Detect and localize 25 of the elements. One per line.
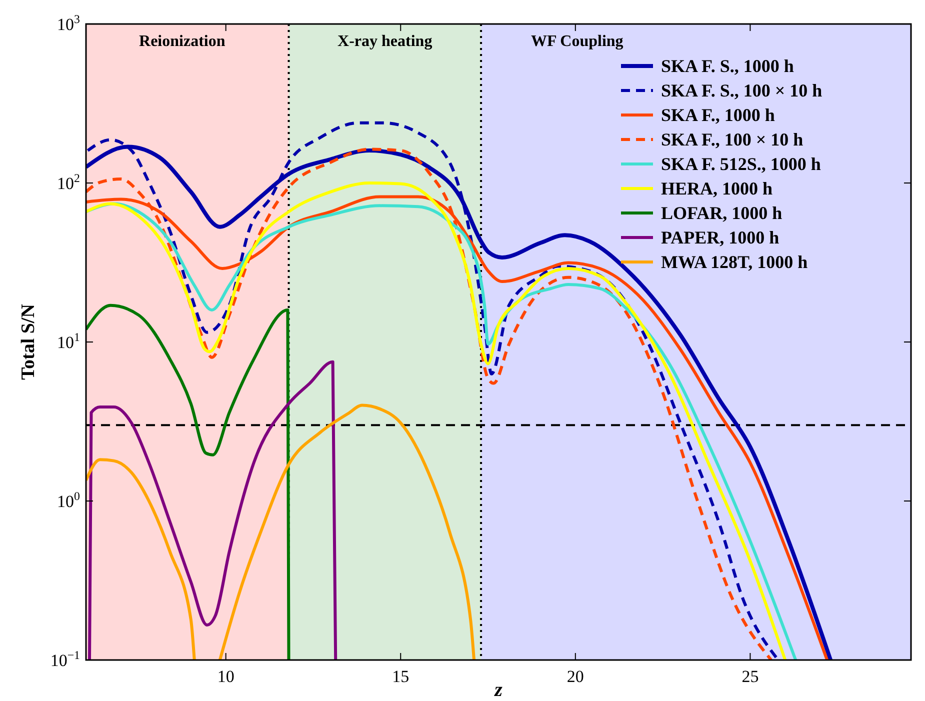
legend-label: SKA F. S., 1000 h	[661, 56, 794, 76]
band-label: Reionization	[139, 33, 226, 50]
legend-label: PAPER, 1000 h	[661, 228, 780, 248]
legend-label: SKA F. S., 100 × 10 h	[661, 80, 822, 100]
x-tick-label: 20	[566, 667, 584, 686]
y-tick-label: 10$^{0}$	[57, 489, 80, 511]
line-series	[88, 360, 338, 660]
y-tick-label: 10$^{−1}$	[50, 648, 80, 670]
band-label: WF Coupling	[530, 33, 624, 50]
y-axis-title: Total S/N	[18, 304, 39, 380]
x-tick-label: 25	[742, 667, 759, 686]
y-tick-label: 10$^{2}$	[57, 171, 80, 193]
legend-label: SKA F. 512S., 1000 h	[661, 154, 821, 174]
legend-label: HERA, 1000 h	[661, 178, 773, 198]
x-tick-label: 15	[392, 667, 410, 686]
x-tick-label: 10	[217, 667, 234, 686]
x-axis-title: z	[494, 679, 503, 701]
y-tick-label: 10$^{1}$	[57, 330, 80, 352]
legend-label: MWA 128T, 1000 h	[661, 252, 808, 272]
y-tick-label: 10$^{3}$	[57, 12, 80, 34]
legend-label: SKA F., 100 × 10 h	[661, 130, 804, 150]
legend-label: SKA F., 1000 h	[661, 105, 775, 125]
line-series	[86, 304, 290, 660]
legend-label: LOFAR, 1000 h	[661, 203, 782, 223]
band-label: X-ray heating	[338, 33, 432, 50]
